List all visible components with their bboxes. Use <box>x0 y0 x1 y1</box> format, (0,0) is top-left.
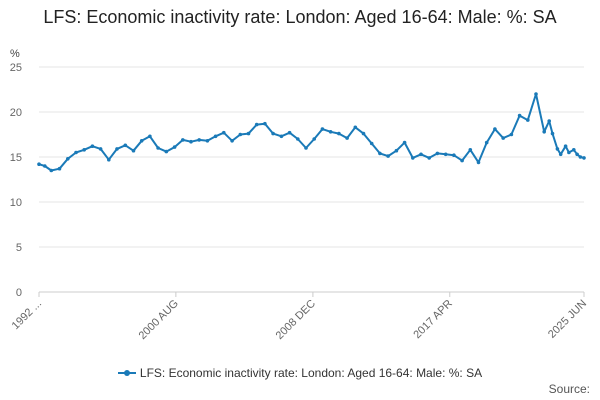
y-tick-label: 10 <box>10 197 22 209</box>
data-point[interactable] <box>304 146 308 150</box>
data-point[interactable] <box>172 145 177 149</box>
data-point[interactable] <box>572 148 576 152</box>
data-point[interactable] <box>493 127 497 131</box>
data-point[interactable] <box>139 139 144 143</box>
legend-label: LFS: Economic inactivity rate: London: A… <box>139 366 483 380</box>
data-point[interactable] <box>279 134 284 139</box>
data-point[interactable] <box>82 148 86 152</box>
x-tick-label: 1992 ... <box>10 298 44 332</box>
data-point[interactable] <box>320 127 325 131</box>
data-point[interactable] <box>66 157 70 161</box>
data-point[interactable] <box>452 153 456 157</box>
series-group <box>37 92 586 173</box>
data-point[interactable] <box>74 150 78 155</box>
data-point[interactable] <box>526 118 530 122</box>
data-point[interactable] <box>238 132 243 137</box>
data-point[interactable] <box>57 166 62 171</box>
data-point[interactable] <box>263 121 267 126</box>
data-point[interactable] <box>558 152 563 157</box>
data-point[interactable] <box>328 130 333 134</box>
chart-title: LFS: Economic inactivity rate: London: A… <box>43 7 557 27</box>
x-tick-label: 2025 JUN <box>546 298 589 341</box>
data-point[interactable] <box>443 152 448 157</box>
data-point[interactable] <box>189 139 193 144</box>
data-point[interactable] <box>98 147 103 151</box>
y-tick-label: 15 <box>10 152 22 164</box>
data-point[interactable] <box>115 147 119 151</box>
y-tick-label: 25 <box>10 62 22 74</box>
data-point[interactable] <box>582 156 586 160</box>
data-point[interactable] <box>476 160 481 165</box>
series-line <box>38 93 585 172</box>
data-point[interactable] <box>43 164 47 168</box>
data-point[interactable] <box>517 113 522 118</box>
data-point[interactable] <box>460 158 464 163</box>
data-point[interactable] <box>411 156 415 160</box>
data-point[interactable] <box>37 162 41 166</box>
data-point[interactable] <box>509 132 514 137</box>
y-tick-label: 20 <box>10 107 22 119</box>
data-point[interactable] <box>555 147 560 151</box>
data-point[interactable] <box>296 137 300 141</box>
data-point[interactable] <box>550 131 555 136</box>
y-tick-label: 0 <box>16 287 22 299</box>
data-point[interactable] <box>271 131 275 136</box>
data-point[interactable] <box>361 131 366 136</box>
data-point[interactable] <box>501 136 506 140</box>
x-tick-label: 2017 APR <box>411 298 455 342</box>
y-axis-unit: % <box>10 48 20 60</box>
data-point[interactable] <box>547 119 551 123</box>
legend[interactable]: LFS: Economic inactivity rate: London: A… <box>0 366 600 380</box>
data-point[interactable] <box>484 140 489 145</box>
data-point[interactable] <box>148 134 152 139</box>
data-point[interactable] <box>287 130 292 135</box>
data-point[interactable] <box>164 149 169 154</box>
data-point[interactable] <box>435 151 440 156</box>
data-point[interactable] <box>542 130 546 134</box>
data-point[interactable] <box>402 140 407 145</box>
data-point[interactable] <box>419 152 423 157</box>
data-point[interactable] <box>254 122 259 127</box>
data-point[interactable] <box>578 155 583 159</box>
data-point[interactable] <box>337 131 341 136</box>
data-point[interactable] <box>386 154 390 158</box>
data-point[interactable] <box>181 138 185 142</box>
data-point[interactable] <box>205 139 210 143</box>
data-point[interactable] <box>230 139 234 143</box>
data-point[interactable] <box>213 134 218 139</box>
data-point[interactable] <box>378 151 382 156</box>
data-point[interactable] <box>394 148 399 153</box>
data-point[interactable] <box>197 138 201 142</box>
y-axis-ticks: 0 5 10 15 20 25 <box>10 62 22 299</box>
source-label: Source: <box>548 382 590 396</box>
data-point[interactable] <box>312 137 317 141</box>
x-tick-label: 2000 AUG <box>137 298 181 342</box>
data-point[interactable] <box>353 125 358 130</box>
data-point[interactable] <box>107 157 111 162</box>
data-point[interactable] <box>369 141 374 146</box>
data-point[interactable] <box>575 152 579 157</box>
data-point[interactable] <box>49 168 54 173</box>
data-point[interactable] <box>468 148 473 152</box>
gridlines <box>39 66 584 293</box>
x-tick-label: 2008 DEC <box>274 298 318 342</box>
data-point[interactable] <box>90 144 95 148</box>
x-axis-ticks: 1992 ... 2000 AUG 2008 DEC 2017 APR 2025 JUN <box>10 292 589 342</box>
data-point[interactable] <box>567 150 571 155</box>
legend-line-marker-icon <box>117 369 136 376</box>
data-point[interactable] <box>131 148 136 153</box>
data-point[interactable] <box>222 130 226 135</box>
data-point[interactable] <box>427 156 432 160</box>
data-point[interactable] <box>156 146 160 150</box>
data-point[interactable] <box>563 144 568 148</box>
data-point[interactable] <box>345 136 349 140</box>
data-point[interactable] <box>534 92 538 96</box>
data-point[interactable] <box>123 143 128 148</box>
data-point[interactable] <box>246 131 251 136</box>
y-tick-label: 5 <box>16 242 22 254</box>
